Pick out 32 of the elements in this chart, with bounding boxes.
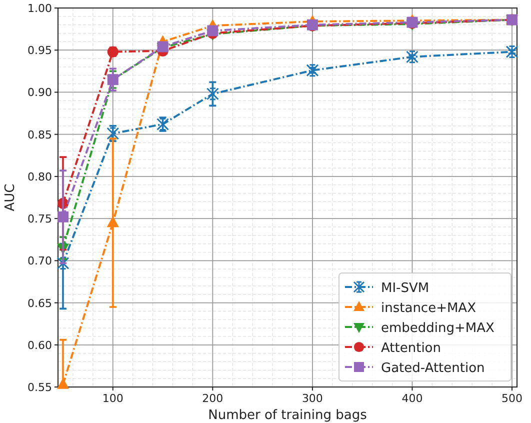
y-tick-label: 0.90: [28, 86, 52, 100]
y-tick-label: 0.60: [28, 338, 52, 352]
x-axis-title: Number of training bags: [208, 408, 368, 423]
y-tick-label: 0.55: [28, 381, 52, 394]
point: [506, 46, 518, 58]
point: [106, 127, 120, 140]
point: [406, 50, 418, 64]
x-tick-label: 500: [502, 392, 523, 405]
legend-label: instance+MAX: [381, 301, 476, 316]
x-tick-label: 400: [402, 392, 423, 405]
point: [306, 64, 319, 77]
y-tick-label: 0.85: [28, 128, 52, 142]
y-tick-label: 0.95: [28, 44, 52, 58]
x-tick-label: 300: [302, 392, 323, 405]
legend-label: Attention: [381, 341, 441, 356]
y-tick-label: 0.75: [28, 212, 52, 226]
point: [56, 256, 70, 270]
legend-label: Gated-Attention: [381, 361, 485, 376]
point: [106, 216, 119, 228]
x-tick-label: 100: [102, 392, 124, 405]
y-tick-label: 0.80: [28, 170, 52, 184]
y-tick-label: 1.00: [28, 2, 52, 15]
y-tick-label: 0.65: [28, 296, 52, 310]
point: [57, 211, 68, 222]
point: [206, 88, 219, 100]
x-tick-label: 200: [202, 392, 224, 405]
point: [207, 25, 218, 36]
legend-label: MI-SVM: [381, 281, 430, 296]
y-axis-title: AUC: [3, 184, 18, 212]
legend-label: embedding+MAX: [381, 321, 495, 336]
point: [56, 378, 70, 389]
y-tick-label: 0.70: [28, 254, 52, 268]
